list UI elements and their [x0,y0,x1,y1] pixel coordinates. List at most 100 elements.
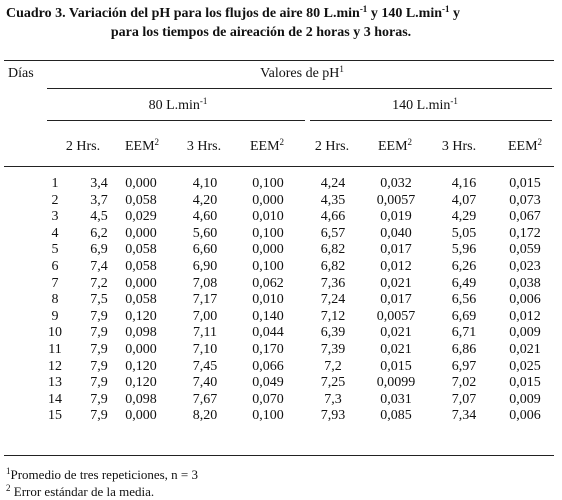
column-header: 3 Hrs. [442,139,476,155]
cell: 0,058 [125,192,157,208]
row-day: 5 [51,242,59,258]
cell: 0,049 [252,375,284,391]
column-header: 3 Hrs. [187,139,221,155]
cell: 0,000 [125,176,157,191]
cell: 0,010 [252,209,284,225]
cell: 0,100 [252,225,284,241]
cell: 7,45 [192,358,218,374]
cell: 7,93 [320,408,346,424]
column-header-sup: 2 [407,137,413,147]
cell: 7,11 [193,325,217,341]
cell: 7,2 [90,275,108,291]
cell: 7,02 [451,375,477,391]
cell: 8,20 [192,408,218,424]
cell: 0,000 [125,342,157,357]
cell: 0,000 [252,192,284,208]
cell: 5,05 [451,225,477,241]
cell: 7,9 [90,342,108,357]
header-text: Valores de pH [260,66,340,81]
cell: 7,12 [320,308,346,324]
column-header-text: EEM [249,139,280,154]
cell: 0,098 [125,325,157,341]
cell: 0,019 [380,209,412,225]
cell: 4,20 [192,192,218,208]
cell: 7,00 [192,308,218,324]
title-text: Cuadro 3. Variación del pH para los fluj… [6,6,360,21]
footnote-text: Promedio de tres repeticiones, n = 3 [10,467,198,482]
cell: 5,96 [451,242,477,258]
cell: 0,015 [509,176,541,191]
header-group: Valores de pH1 [260,65,344,82]
row-day: 3 [51,209,59,225]
cell: 0,006 [509,292,541,308]
cell: 7,4 [90,259,108,274]
cell: 7,67 [192,391,218,407]
cell: 6,9 [90,242,108,258]
row-day: 7 [51,275,59,291]
row-day: 15 [48,408,62,424]
subgroup: 140 L.min-1 [392,97,458,114]
cell: 4,66 [320,209,346,225]
cell: 0,031 [380,391,412,407]
cell: 0,100 [252,176,284,191]
column-header: EEM2 [124,138,159,155]
column-header-text: 2 Hrs. [65,139,101,154]
cell: 0,015 [509,375,541,391]
title-sup: -1 [359,4,368,14]
row-day: 6 [51,259,59,274]
footnote-sup: 2 [6,483,11,493]
subgroup-text: 80 L.min [148,98,200,113]
cell: 0,073 [509,192,541,208]
cell: 6,39 [320,325,346,341]
title-line: para los tiempos de aireación de 2 horas… [110,25,412,40]
cell: 0,044 [252,325,284,341]
cell: 0,000 [125,408,157,424]
cell: 0,120 [125,358,157,374]
cell: 7,07 [451,391,477,407]
cell: 0,040 [380,225,412,241]
cell: 6,2 [90,225,108,241]
cell: 0,067 [509,209,541,225]
cell: 7,9 [90,408,108,424]
cell: 7,36 [320,275,346,291]
row-day: 13 [48,375,62,391]
row-day: 4 [51,225,59,241]
cell: 0,085 [380,408,412,424]
cell: 3,4 [90,176,108,191]
cell: 6,90 [192,259,218,274]
cell: 4,10 [192,176,218,191]
column-header-sup: 2 [279,137,285,147]
cell: 7,25 [320,375,346,391]
cell: 7,40 [192,375,218,391]
cell: 0,000 [125,275,157,291]
cell: 6,97 [451,358,477,374]
cell: 0,017 [380,292,412,308]
cell: 6,57 [320,225,346,241]
column-header: 2 Hrs. [66,139,100,155]
rule [4,166,554,167]
cell: 0,010 [252,292,284,308]
cell: 0,100 [252,259,284,274]
cell: 5,60 [192,225,218,241]
cell: 7,9 [90,391,108,407]
cell: 0,012 [380,259,412,274]
cell: 6,49 [451,275,477,291]
column-header-text: EEM [124,139,155,154]
cell: 0,120 [125,308,157,324]
cell: 7,08 [192,275,218,291]
cell: 0,015 [380,358,412,374]
cell: 0,032 [380,176,412,191]
row-day: 14 [48,391,62,407]
cell: 0,000 [125,225,157,241]
column-header: EEM2 [378,137,413,155]
subgroup-sup: -1 [199,96,208,106]
cell: 0,0099 [376,375,416,391]
title-line: Cuadro 3. Variación del pH para los fluj… [0,4,562,23]
cell: 0,058 [125,259,157,274]
cell: 0,021 [380,342,412,357]
cell: 4,35 [320,192,346,208]
cell: 7,24 [320,292,346,308]
cell: 0,062 [252,275,284,291]
cell: 7,34 [451,408,477,424]
